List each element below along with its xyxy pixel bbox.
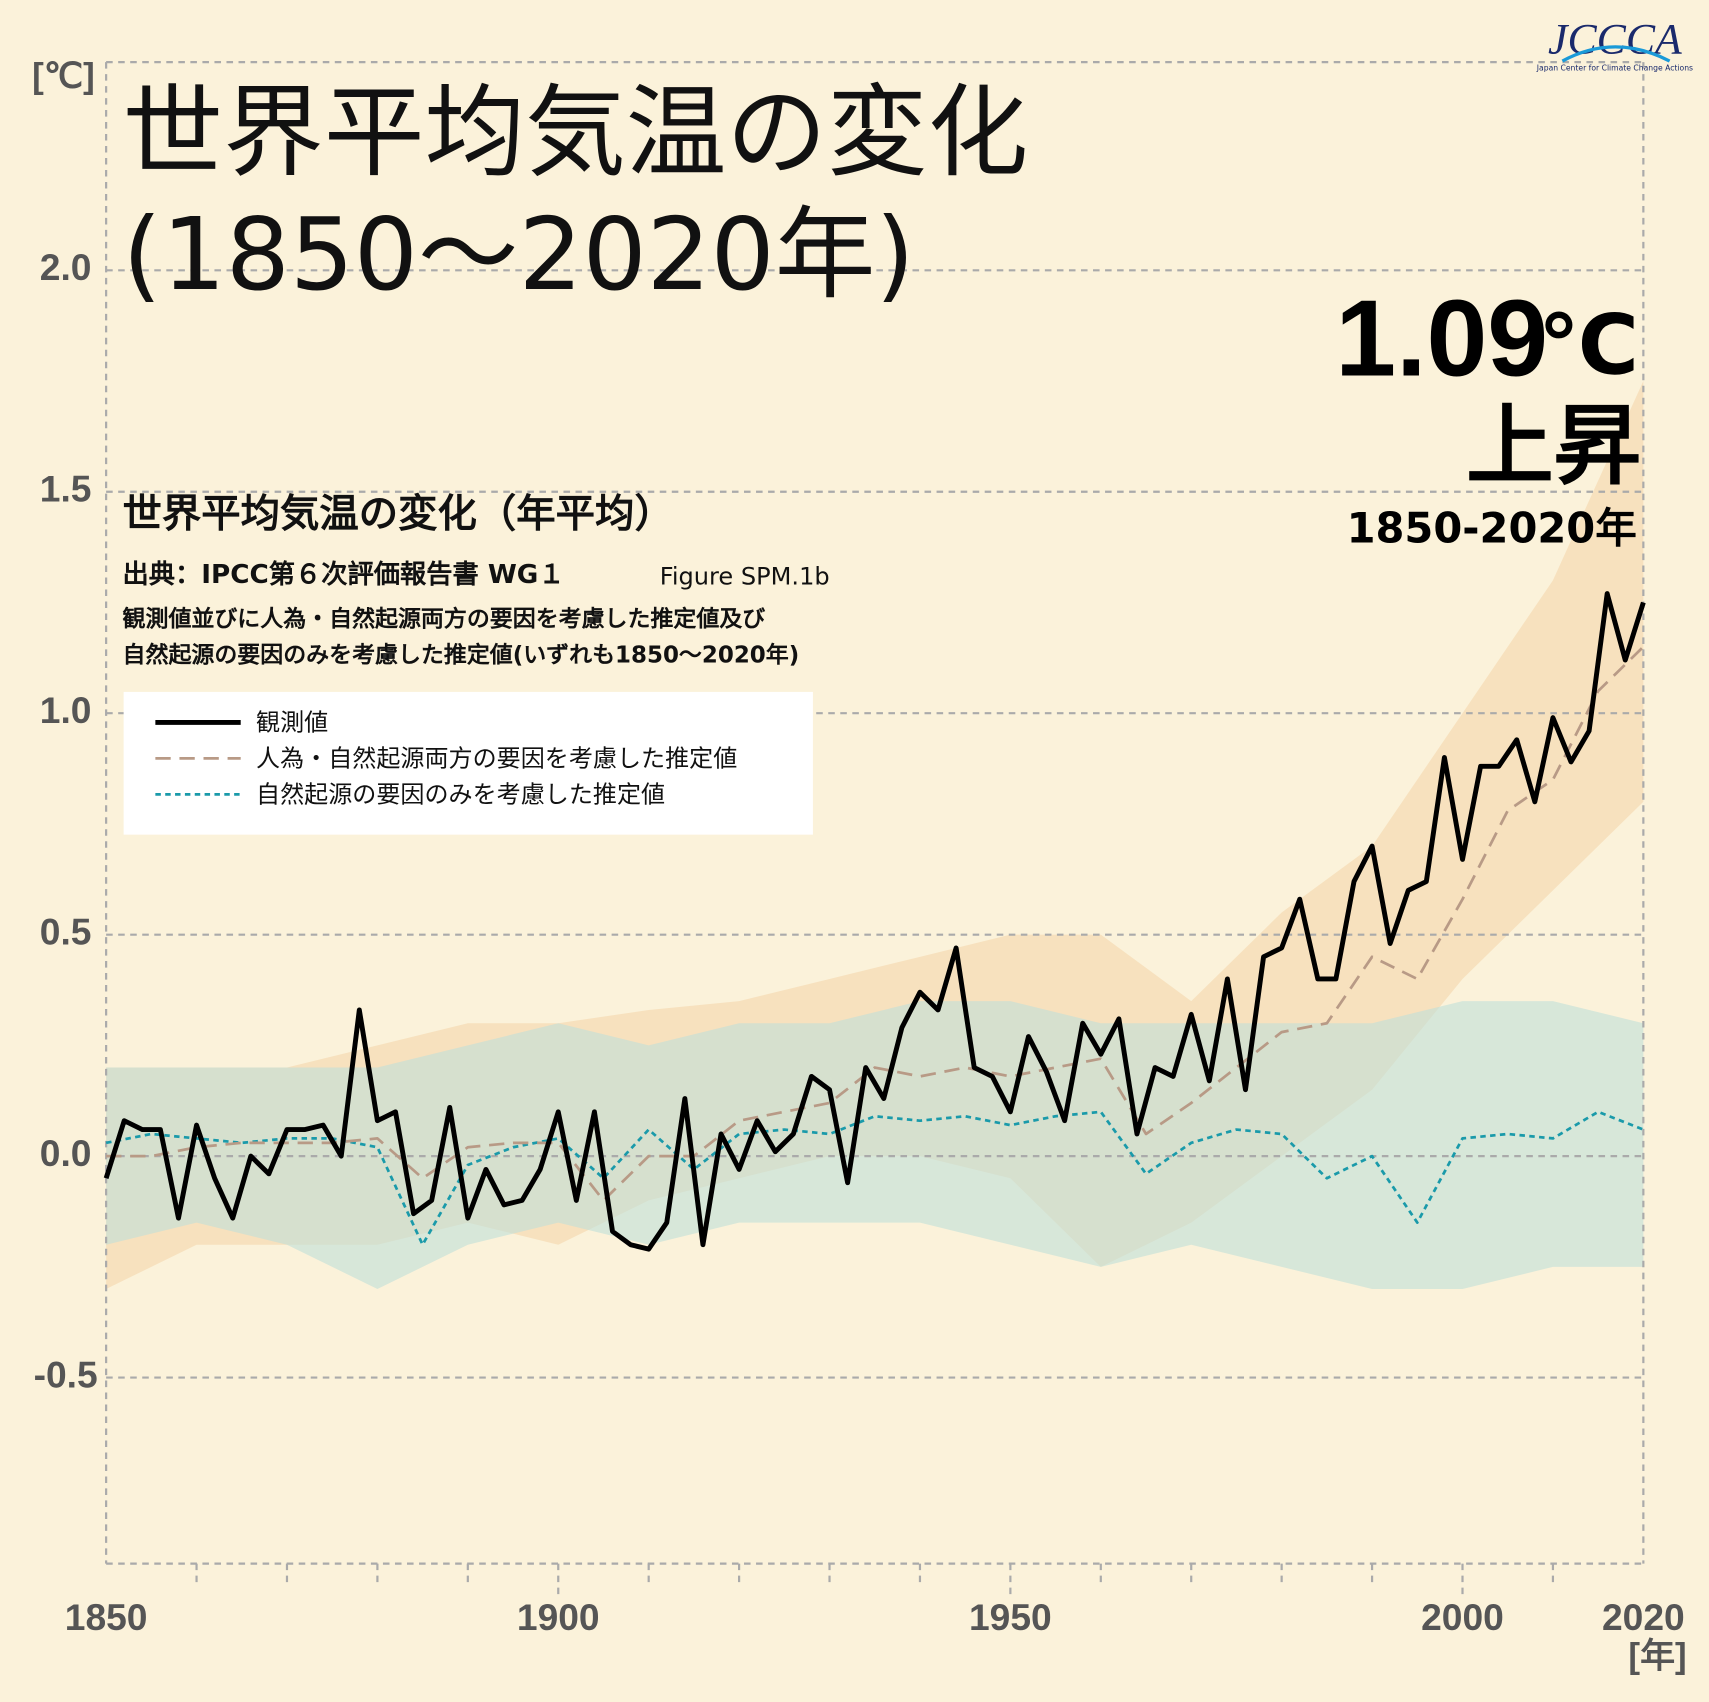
lines [103, 591, 1646, 1252]
x-tick-label: 1950 [969, 1596, 1052, 1638]
x-tick-label: 1850 [65, 1596, 148, 1638]
y-tick-label: 2.0 [40, 246, 92, 288]
x-tick-label: 2020 [1602, 1596, 1685, 1638]
logo-caption: Japan Center for Climate Change Actions [1536, 64, 1693, 73]
legend-label: 観測値 [256, 709, 328, 737]
chart-title: 世界平均気温の変化 [123, 74, 1029, 191]
texts: [℃] [年] 世界平均気温の変化 (1850～2020年) 1.09 ℃ 上昇… [32, 16, 1693, 1676]
y-tick-label: 1.0 [40, 689, 92, 731]
y-tick-label: -0.5 [34, 1353, 98, 1395]
chart-subtitle: (1850～2020年) [123, 196, 915, 313]
x-tick-label: 2000 [1421, 1596, 1504, 1638]
bands [106, 381, 1644, 1290]
y-tick-label: 1.5 [40, 468, 92, 510]
legend-label: 自然起源の要因のみを考慮した推定値 [256, 780, 665, 808]
y-tick-label: 0.0 [40, 1132, 92, 1174]
series-line [103, 591, 1646, 1252]
logo-swoosh [1561, 45, 1671, 63]
legend-label: 人為・自然起源両方の要因を考慮した推定値 [256, 745, 737, 773]
y-tick-label: 0.5 [40, 911, 92, 953]
x-axis-label: [年] [1628, 1637, 1686, 1676]
headline-word: 上昇 [1466, 395, 1641, 497]
headline-period: 1850-2020年 [1347, 504, 1637, 553]
y-axis-label: [℃] [32, 57, 95, 96]
source-figure: Figure SPM.1b [660, 563, 830, 591]
headline-unit: ℃ [1538, 297, 1639, 394]
x-tick-label: 1900 [517, 1596, 600, 1638]
description: 観測値並びに人為・自然起源両方の要因を考慮した推定値及び [123, 606, 766, 633]
inner-title: 世界平均気温の変化（年平均） [123, 491, 674, 537]
description: 自然起源の要因のみを考慮した推定値(いずれも1850～2020年) [123, 641, 800, 668]
series-line [106, 645, 1645, 1202]
source: 出典：IPCC第６次評価報告書 WG１ [123, 559, 565, 590]
legend-box [123, 691, 813, 835]
series-line [105, 1110, 1644, 1247]
headline-value: 1.09 [1335, 277, 1548, 399]
uncertainty-band [106, 1001, 1644, 1290]
